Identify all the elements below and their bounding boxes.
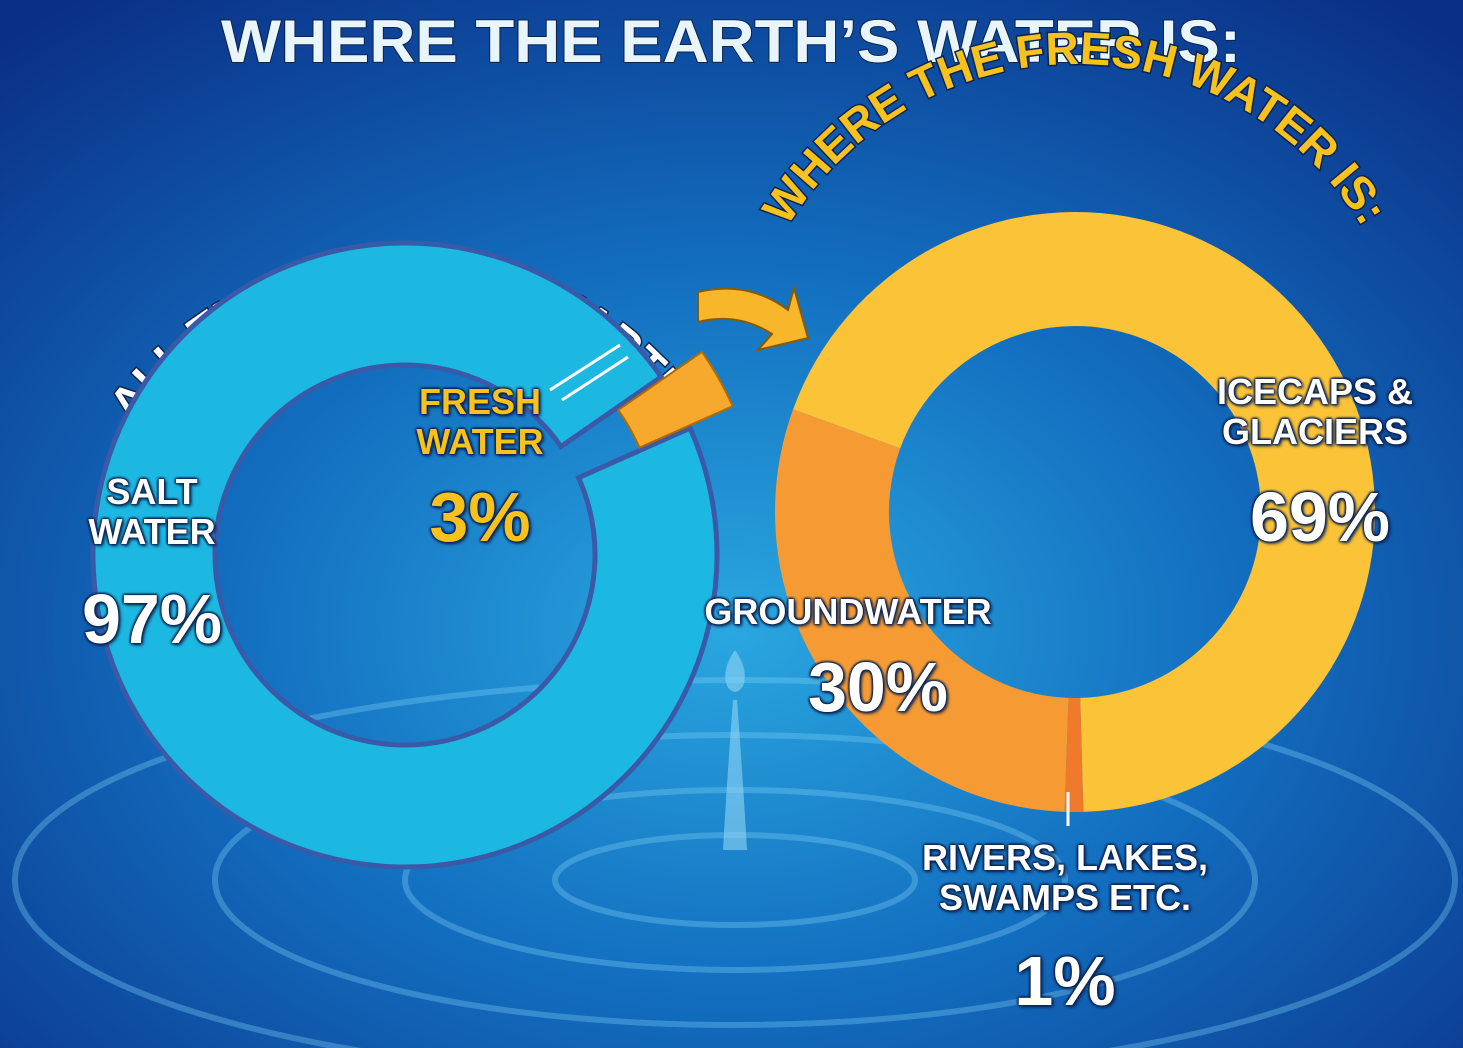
slice: [774, 409, 1069, 812]
category-label: GROUNDWATER: [704, 591, 992, 632]
value-label: 30%: [807, 648, 949, 726]
water-drop: [723, 650, 747, 850]
value-label: 1%: [1014, 942, 1116, 1020]
leader-lines: [549, 343, 1070, 826]
arrow: [697, 284, 810, 352]
value-label: 97%: [81, 580, 223, 658]
slice: [1064, 697, 1084, 812]
category-label: SALT WATER: [88, 471, 216, 553]
category-label: ICECAPS & GLACIERS: [1216, 371, 1414, 453]
slice: [90, 240, 720, 870]
value-label: 69%: [1249, 478, 1391, 556]
value-label: 3%: [429, 478, 531, 556]
category-label: RIVERS, LAKES, SWAMPS ETC.: [921, 837, 1209, 919]
slice: [616, 350, 735, 450]
slice: [793, 212, 1375, 812]
category-label: FRESH WATER: [416, 381, 544, 463]
main-title: WHERE THE EARTH’S WATER IS:: [221, 8, 1241, 75]
slices: [90, 212, 1375, 870]
